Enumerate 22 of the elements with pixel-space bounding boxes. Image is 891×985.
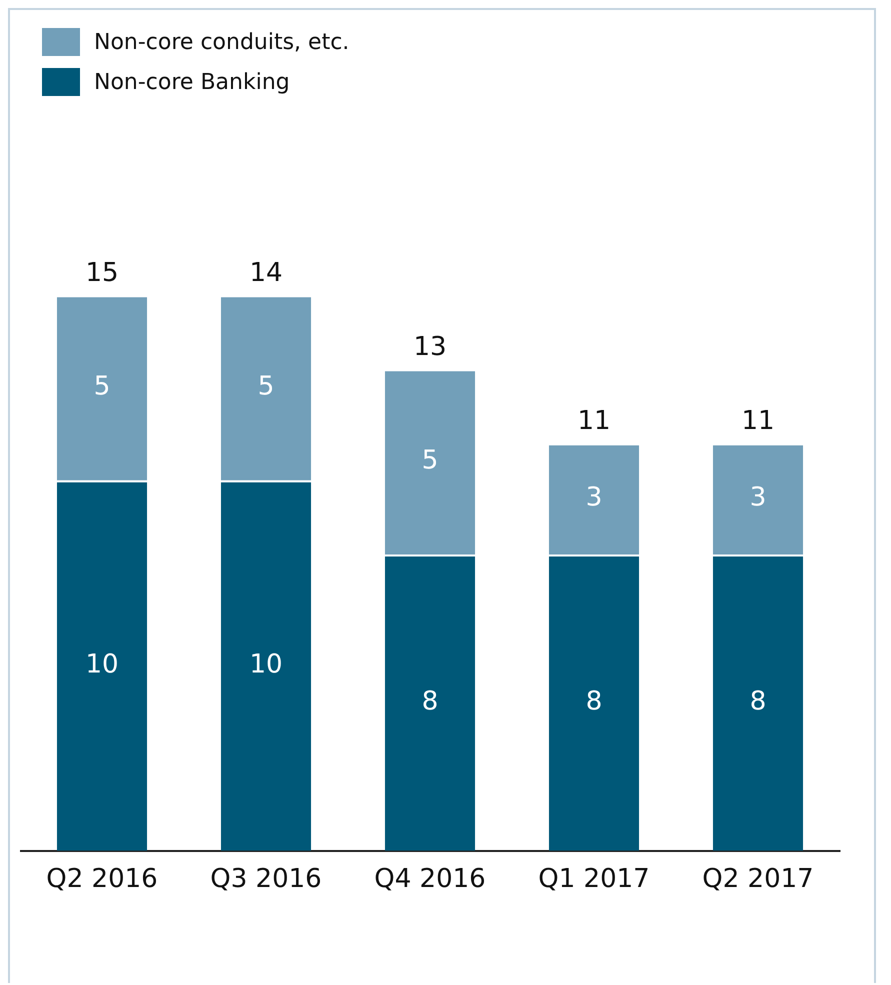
x-tick-label: Q3 2016 bbox=[210, 864, 322, 894]
x-tick-label: Q2 2017 bbox=[702, 864, 814, 894]
data-label: 8 bbox=[586, 686, 602, 716]
data-label: 8 bbox=[422, 686, 438, 716]
data-label: 5 bbox=[94, 372, 110, 402]
data-label: 3 bbox=[586, 482, 602, 513]
total-label: 11 bbox=[741, 406, 775, 436]
total-label: 13 bbox=[413, 332, 447, 362]
total-label: 11 bbox=[577, 406, 611, 436]
x-tick-label: Q2 2016 bbox=[46, 864, 158, 894]
total-label: 14 bbox=[249, 258, 283, 288]
data-label: 5 bbox=[422, 446, 438, 476]
data-label: 10 bbox=[85, 649, 119, 680]
data-label: 5 bbox=[258, 372, 274, 402]
total-label: 15 bbox=[85, 258, 119, 288]
x-tick-label: Q1 2017 bbox=[538, 864, 650, 894]
data-label: 3 bbox=[750, 482, 766, 513]
legend-label: Non-core conduits, etc. bbox=[94, 30, 350, 54]
data-label: 8 bbox=[750, 686, 766, 716]
x-tick-label: Q4 2016 bbox=[374, 864, 486, 894]
data-label: 10 bbox=[249, 649, 283, 680]
legend-label: Non-core Banking bbox=[94, 70, 290, 94]
